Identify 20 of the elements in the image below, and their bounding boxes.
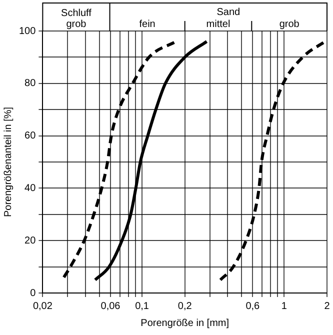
text: Sand	[216, 6, 240, 18]
x-tick-label: 0,06	[100, 300, 121, 312]
y-tick-label: 40	[24, 182, 36, 194]
x-tick-label: 0,2	[178, 300, 192, 312]
text: grob	[279, 18, 300, 30]
x-tick-label: 1	[281, 300, 288, 312]
text: Schluff grob	[61, 8, 92, 30]
y-tick-label: 60	[24, 130, 36, 142]
x-tick-label: 2	[324, 300, 330, 312]
x-tick-label: 0,02	[32, 300, 53, 312]
y-tick-label: 20	[24, 235, 36, 246]
x-tick-label: 0,1	[135, 300, 150, 312]
y-tick-label: 0	[30, 288, 36, 299]
text: fein	[139, 18, 156, 30]
y-axis-title: Porengrößenanteil in [%]	[2, 106, 14, 218]
text: mittel	[206, 18, 230, 30]
y-tick-label: 100	[18, 26, 36, 37]
x-tick-label: 0,6	[246, 300, 260, 312]
y-tick-label: 80	[24, 78, 36, 90]
x-axis-title: Porengröße in [mm]	[140, 318, 230, 329]
